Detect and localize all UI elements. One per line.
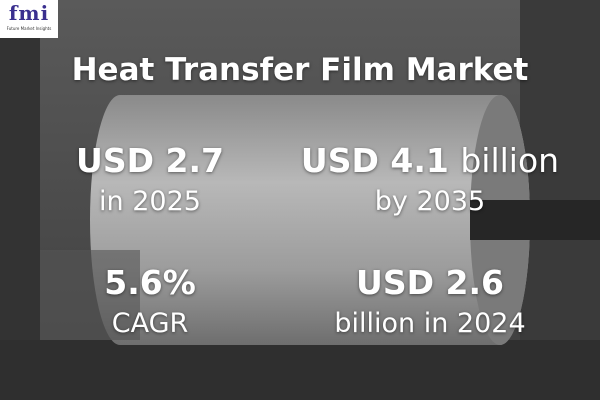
stat-caption: in 2025 bbox=[99, 186, 201, 217]
stat: USD 4.1 billion by 2035 bbox=[280, 140, 580, 222]
stat-value: USD 2.7 bbox=[76, 141, 224, 180]
logo: fmi Future Market Insights bbox=[0, 0, 58, 38]
stat-unit: billion bbox=[460, 141, 560, 180]
stat-value: USD 2.6 bbox=[356, 263, 504, 302]
stat: 5.6% CAGR bbox=[0, 262, 300, 344]
stat: USD 2.6 billion in 2024 bbox=[280, 262, 580, 344]
stat-value: USD 4.1 bbox=[300, 141, 449, 180]
stat-caption: billion in 2024 bbox=[334, 308, 526, 339]
stat-value: 5.6% bbox=[104, 263, 196, 302]
title: Heat Transfer Film Market bbox=[71, 52, 529, 88]
logo-name: Future Market Insights bbox=[6, 26, 52, 31]
stat-caption: by 2035 bbox=[374, 186, 486, 217]
stat: USD 2.7 in 2025 bbox=[0, 140, 300, 222]
stat-caption: CAGR bbox=[111, 308, 189, 339]
stat-value-line: USD 4.1 billion bbox=[280, 140, 580, 182]
logo-mark: fmi bbox=[8, 1, 50, 25]
